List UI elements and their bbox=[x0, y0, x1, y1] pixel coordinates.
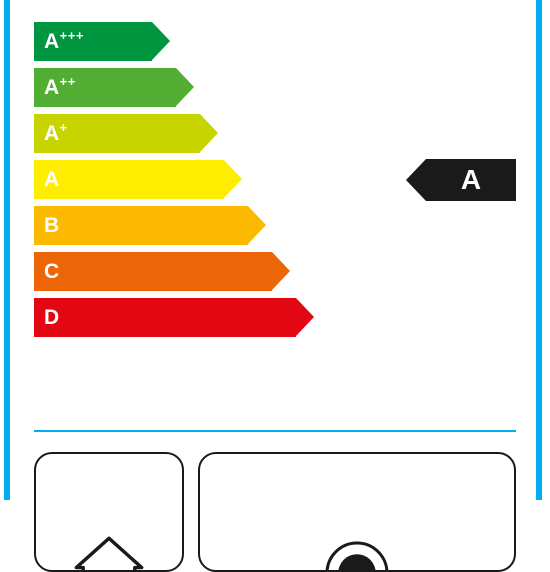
panel-sound-power bbox=[198, 452, 516, 572]
bar-body bbox=[34, 206, 248, 245]
bar-label: A bbox=[44, 160, 60, 199]
bar-label: B bbox=[44, 206, 60, 245]
rating-pointer-tip bbox=[406, 159, 426, 201]
bottom-panels bbox=[34, 452, 516, 572]
bar-label: A+ bbox=[44, 114, 68, 153]
bar-tip bbox=[224, 160, 242, 198]
bar-label: A+++ bbox=[44, 22, 84, 61]
bar-tip bbox=[176, 68, 194, 106]
bar-body bbox=[34, 252, 272, 291]
bar-body bbox=[34, 298, 296, 337]
bar-label: A++ bbox=[44, 68, 76, 107]
house-heating-icon bbox=[66, 528, 152, 572]
panel-indoor-heating bbox=[34, 452, 184, 572]
soundwave-icon bbox=[297, 528, 417, 572]
bar-body bbox=[34, 160, 224, 199]
bar-label: C bbox=[44, 252, 60, 291]
bar-tip bbox=[200, 114, 218, 152]
section-divider bbox=[34, 430, 516, 432]
rating-pointer-label: A bbox=[426, 159, 516, 201]
bar-label: D bbox=[44, 298, 60, 337]
bar-tip bbox=[248, 206, 266, 244]
bar-tip bbox=[272, 252, 290, 290]
bar-tip bbox=[152, 22, 170, 60]
bar-tip bbox=[296, 298, 314, 336]
